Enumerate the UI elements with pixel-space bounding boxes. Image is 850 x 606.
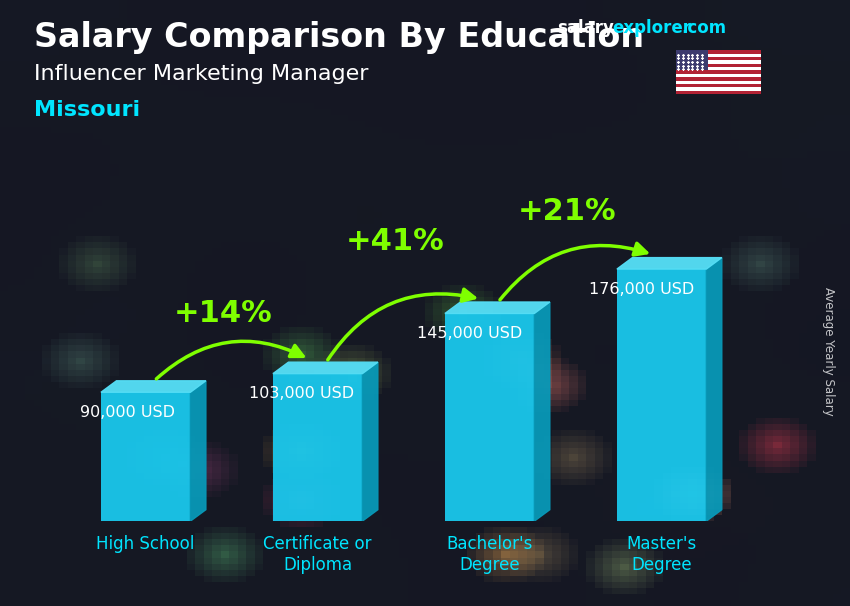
Text: Average Yearly Salary: Average Yearly Salary xyxy=(822,287,836,416)
Bar xyxy=(676,54,761,57)
Bar xyxy=(445,313,535,521)
Bar xyxy=(273,374,362,521)
Text: 145,000 USD: 145,000 USD xyxy=(417,326,523,341)
Bar xyxy=(676,70,761,74)
Polygon shape xyxy=(190,381,206,521)
Text: +41%: +41% xyxy=(346,227,445,256)
Bar xyxy=(676,64,761,67)
Bar xyxy=(676,90,761,94)
Polygon shape xyxy=(273,362,378,374)
Polygon shape xyxy=(617,258,722,269)
Bar xyxy=(676,57,761,61)
Bar xyxy=(676,87,761,90)
Text: +21%: +21% xyxy=(518,197,616,226)
Text: 103,000 USD: 103,000 USD xyxy=(249,386,354,401)
Bar xyxy=(676,77,761,81)
Text: 90,000 USD: 90,000 USD xyxy=(81,405,175,420)
Bar xyxy=(676,61,761,64)
Bar xyxy=(617,269,706,521)
Bar xyxy=(676,74,761,77)
Text: Salary Comparison By Education: Salary Comparison By Education xyxy=(34,21,644,54)
Polygon shape xyxy=(101,381,206,392)
Bar xyxy=(676,50,761,54)
Polygon shape xyxy=(535,302,550,521)
Text: Missouri: Missouri xyxy=(34,100,140,120)
Bar xyxy=(676,67,761,70)
Text: explorer: explorer xyxy=(612,19,691,38)
Bar xyxy=(676,50,708,70)
Text: Influencer Marketing Manager: Influencer Marketing Manager xyxy=(34,64,369,84)
Polygon shape xyxy=(362,362,378,521)
Bar xyxy=(676,81,761,84)
Polygon shape xyxy=(706,258,722,521)
Bar xyxy=(676,84,761,87)
Text: +14%: +14% xyxy=(173,299,273,328)
Bar xyxy=(101,392,190,521)
Polygon shape xyxy=(445,302,550,313)
Text: .com: .com xyxy=(682,19,727,38)
Text: salary: salary xyxy=(557,19,614,38)
Text: 176,000 USD: 176,000 USD xyxy=(589,282,694,297)
